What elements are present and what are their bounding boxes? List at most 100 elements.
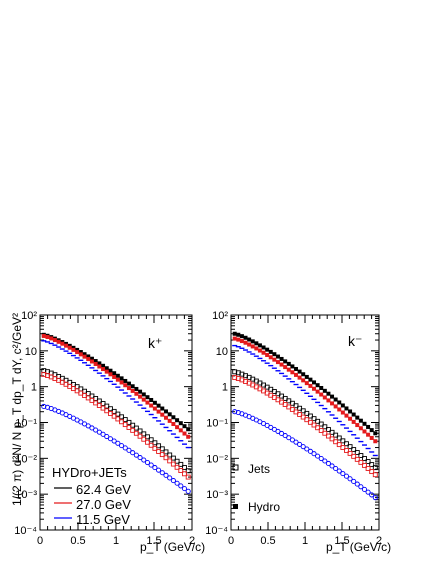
marker-jets-4 — [122, 422, 128, 428]
marker-hydro-0 — [348, 409, 353, 414]
marker-hydro-0 — [275, 354, 280, 359]
marker-hydro-0 — [304, 374, 309, 379]
x-tick-label: 1 — [302, 535, 308, 547]
marker-hydro-0 — [175, 418, 180, 423]
marker-jets-5 — [300, 444, 306, 450]
marker-hydro-1 — [156, 409, 161, 414]
marker-jets-5 — [167, 475, 173, 481]
marker-jets-3 — [307, 413, 313, 419]
marker-hydro-0 — [265, 347, 270, 352]
marker-hydro-1 — [108, 372, 113, 377]
marker-jets-4 — [111, 413, 117, 419]
x-tick-label: 1.5 — [146, 535, 161, 547]
marker-hydro-1 — [186, 434, 191, 439]
marker-hydro-0 — [286, 361, 291, 366]
marker-hydro-0 — [373, 431, 378, 436]
x-tick-label: 2 — [376, 535, 382, 547]
y-tick-label: 10⁻¹ — [206, 418, 228, 430]
marker-jets-4 — [354, 456, 360, 462]
marker-hydro-0 — [167, 412, 172, 417]
marker-hydro-1 — [115, 377, 120, 382]
legend-entry-hydro-text: Hydro — [248, 500, 281, 514]
marker-hydro-1 — [178, 428, 183, 433]
marker-jets-3 — [297, 405, 303, 411]
marker-hydro-0 — [301, 372, 306, 377]
y-tick-label: 1 — [222, 382, 228, 394]
marker-hydro-0 — [319, 385, 324, 390]
marker-jets-5 — [293, 439, 299, 445]
marker-jets-5 — [282, 433, 288, 439]
panel-label-kplus-text: k⁺ — [148, 335, 163, 351]
marker-jets-3 — [362, 456, 367, 461]
marker-hydro-1 — [351, 419, 356, 424]
marker-hydro-1 — [182, 431, 187, 436]
legend-entry-hydro: Hydro — [248, 500, 280, 514]
marker-hydro-0 — [261, 345, 266, 350]
marker-hydro-1 — [272, 357, 277, 362]
marker-hydro-1 — [97, 364, 102, 369]
marker-jets-3 — [333, 432, 339, 438]
marker-hydro-0 — [358, 418, 363, 423]
marker-jets-4 — [107, 411, 113, 416]
marker-jets-5 — [133, 452, 139, 458]
marker-jets-3 — [293, 403, 299, 409]
marker-hydro-1 — [163, 415, 168, 420]
marker-jets-4 — [182, 471, 187, 477]
marker-hydro-1 — [56, 339, 61, 344]
marker-jets-5 — [93, 427, 99, 433]
marker-jets-3 — [344, 441, 349, 447]
marker-hydro-0 — [322, 388, 327, 393]
marker-hydro-1 — [333, 404, 338, 409]
marker-jets-3 — [369, 462, 375, 468]
marker-hydro-1 — [254, 346, 259, 351]
marker-hydro-1 — [366, 432, 371, 437]
marker-jets-3 — [329, 429, 335, 435]
marker-hydro-1 — [134, 391, 139, 396]
marker-jets-3 — [372, 465, 378, 471]
marker-jets-5 — [141, 457, 147, 463]
marker-hydro-0 — [97, 361, 102, 366]
marker-hydro-1 — [257, 348, 262, 353]
marker-jets-4 — [148, 442, 154, 448]
marker-jets-5 — [159, 470, 165, 476]
marker-hydro-1 — [49, 336, 54, 341]
marker-hydro-0 — [239, 334, 244, 339]
panel-label-kminus: k⁻ — [348, 333, 362, 350]
marker-jets-4 — [145, 439, 150, 445]
marker-hydro-1 — [112, 374, 117, 379]
marker-hydro-0 — [293, 366, 298, 371]
marker-jets-5 — [104, 433, 110, 440]
marker-hydro-1 — [145, 400, 150, 405]
legend-title-text: HYDro+JETs — [52, 465, 127, 480]
marker-hydro-1 — [119, 380, 124, 385]
marker-jets-4 — [178, 468, 184, 473]
marker-hydro-1 — [279, 362, 284, 367]
y-tick-label: 10² — [212, 310, 228, 322]
marker-hydro-0 — [250, 339, 255, 344]
marker-jets-3 — [318, 421, 324, 427]
marker-jets-3 — [159, 446, 165, 452]
x-axis-title-right: p_T (GeV/c) — [326, 540, 391, 554]
marker-jets-4 — [104, 408, 110, 414]
marker-jets-5 — [322, 458, 328, 464]
marker-jets-4 — [344, 447, 349, 453]
marker-jets-4 — [100, 405, 106, 411]
marker-jets-5 — [307, 448, 313, 454]
marker-hydro-0 — [82, 352, 87, 357]
marker-hydro-1 — [60, 341, 65, 346]
y-tick-label: 10⁻³ — [206, 489, 228, 501]
marker-hydro-0 — [308, 377, 313, 382]
marker-jets-3 — [351, 447, 357, 453]
y-tick-label: 10 — [25, 346, 37, 358]
marker-jets-4 — [85, 395, 91, 401]
y-tick-label: 10⁻¹ — [15, 418, 37, 430]
marker-hydro-1 — [326, 398, 331, 403]
y-tick-label: 10⁻² — [15, 453, 37, 465]
marker-hydro-1 — [319, 392, 324, 397]
legend-entry-115-text: 11.5 GeV — [76, 512, 130, 527]
marker-jets-5 — [361, 486, 368, 493]
marker-hydro-0 — [369, 428, 374, 433]
marker-hydro-0 — [326, 391, 331, 396]
marker-jets-5 — [122, 445, 128, 451]
marker-jets-4 — [322, 430, 328, 436]
